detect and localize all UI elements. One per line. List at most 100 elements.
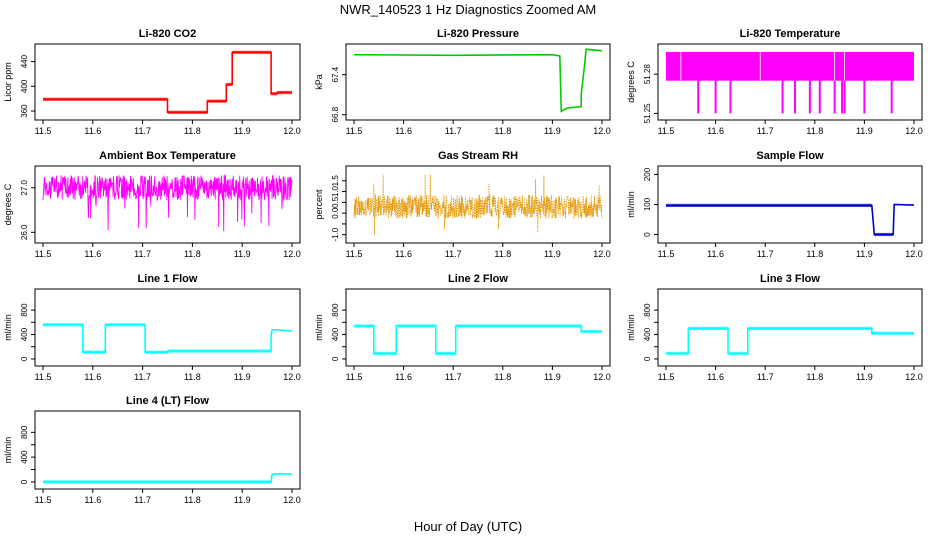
x-tick-label: 12.0	[283, 126, 301, 136]
plot-frame	[657, 288, 923, 367]
y-axis-label: ml/min	[314, 314, 324, 341]
y-axis-label: ml/min	[626, 191, 636, 218]
series-noise	[43, 97, 168, 101]
x-tick-label: 11.6	[84, 372, 101, 382]
x-tick-label: 11.5	[35, 249, 52, 259]
x-tick-label: 11.8	[494, 249, 511, 259]
x-tick-label: 11.9	[234, 372, 251, 382]
y-tick-label: 0.5	[331, 196, 340, 208]
y-tick-label: 51.28	[643, 64, 652, 85]
plot-frame	[34, 43, 301, 121]
plot-frame	[657, 43, 923, 121]
x-tick-label: 11.9	[856, 249, 873, 259]
x-tick-label: 11.5	[658, 372, 675, 382]
x-tick-label: 11.5	[346, 372, 363, 382]
series-noise	[455, 324, 582, 328]
series-line	[43, 51, 292, 114]
panel-title: Line 4 (LT) Flow	[126, 395, 209, 407]
series-noise	[666, 203, 872, 207]
x-tick-label: 11.8	[806, 126, 823, 136]
x-tick-label: 11.5	[346, 126, 363, 136]
chart-panel-line3: Line 3 Flow ml/min 11.5 11.6 11.7 11.8 11.9 12.…	[626, 273, 923, 382]
y-tick-label: 800	[643, 303, 652, 317]
x-tick-label: 11.9	[234, 495, 251, 505]
x-tick-label: 11.6	[395, 249, 412, 259]
plot-frame	[345, 43, 611, 121]
x-tick-label: 11.9	[544, 372, 561, 382]
x-tick-label: 11.5	[658, 249, 675, 259]
plot-frame	[34, 165, 301, 244]
x-tick-label: 11.6	[395, 372, 412, 382]
x-tick-label: 11.6	[707, 126, 724, 136]
x-tick-label: 11.5	[658, 126, 675, 136]
chart-panel-sample_flow: Sample Flow ml/min 11.5 11.6 11.7 11.8 11.9 12.…	[626, 150, 923, 259]
x-tick-label: 11.8	[494, 126, 511, 136]
x-tick-label: 11.8	[184, 372, 201, 382]
y-tick-label: 400	[20, 450, 29, 464]
y-tick-label: 66.8	[331, 106, 340, 122]
panel-title: Li-820 Temperature	[740, 28, 841, 40]
x-tick-label: 11.9	[234, 126, 251, 136]
y-tick-label: 200	[643, 167, 652, 181]
series-noise	[232, 50, 272, 54]
y-tick-label: 0	[331, 356, 340, 361]
x-tick-label: 12.0	[905, 249, 923, 259]
y-tick-label: 0	[20, 356, 29, 361]
series-noise	[271, 92, 278, 96]
series-noise	[396, 324, 436, 328]
y-tick-label: -1.0	[331, 227, 340, 241]
y-axis-label: degrees C	[3, 183, 13, 225]
panel-title: Sample Flow	[756, 150, 824, 162]
y-tick-label: 51.25	[643, 103, 652, 124]
panel-title: Line 1 Flow	[138, 273, 198, 285]
series-noise	[354, 324, 374, 328]
x-tick-label: 11.6	[707, 372, 724, 382]
y-tick-label: 26.0	[20, 224, 29, 240]
x-tick-label: 11.8	[806, 249, 823, 259]
x-tick-label: 11.6	[84, 126, 101, 136]
y-axis-label: kPa	[314, 74, 324, 90]
x-tick-label: 11.6	[707, 249, 724, 259]
y-tick-label: 0	[643, 232, 652, 237]
x-tick-label: 11.7	[445, 249, 462, 259]
y-tick-label: 1.5	[331, 175, 340, 187]
panel-title: Gas Stream RH	[438, 150, 518, 162]
y-tick-label: 67.4	[331, 66, 340, 82]
series-noise	[728, 351, 748, 356]
plot-frame	[345, 288, 611, 367]
y-tick-label: 800	[331, 303, 340, 317]
chart-panel-co2: Li-820 CO2 Licor ppm 11.5 11.6 11.7 11.8 11.9 1…	[3, 28, 301, 136]
y-tick-label: 400	[20, 327, 29, 341]
x-tick-label: 11.9	[856, 372, 873, 382]
series-noise	[435, 351, 456, 356]
series-noise	[43, 323, 83, 327]
x-tick-label: 12.0	[593, 126, 611, 136]
series-noise	[666, 351, 689, 356]
x-tick-label: 11.7	[757, 372, 774, 382]
y-axis-label: ml/min	[3, 437, 13, 464]
series-noise	[207, 99, 227, 103]
x-tick-label: 11.6	[84, 249, 101, 259]
series-points	[353, 174, 603, 235]
x-tick-label: 11.8	[494, 372, 511, 382]
x-tick-label: 11.9	[544, 126, 561, 136]
x-tick-label: 11.6	[84, 495, 101, 505]
x-tick-label: 11.7	[134, 249, 151, 259]
x-tick-label: 11.5	[346, 249, 363, 259]
x-tick-label: 11.7	[445, 126, 462, 136]
series-noise	[145, 350, 168, 354]
chart-panel-pressure: Li-820 Pressure kPa 11.5 11.6 11.7 11.8 11.9 12…	[314, 28, 611, 136]
chart-panel-line2: Line 2 Flow ml/min 11.5 11.6 11.7 11.8 11.9 12.…	[314, 273, 611, 382]
y-axis-label: ml/min	[3, 314, 13, 341]
figure-xlabel: Hour of Day (UTC)	[414, 519, 522, 534]
series-noise	[226, 82, 233, 87]
series-noise	[105, 323, 146, 327]
series-noise	[277, 90, 292, 95]
y-tick-label: 800	[20, 425, 29, 439]
chart-panel-box_temp: Ambient Box Temperature degrees C 11.5 11.6…	[3, 150, 301, 259]
y-tick-label: 400	[331, 327, 340, 341]
chart-panel-line4: Line 4 (LT) Flow ml/min 11.5 11.6 11.7 11.8 11…	[3, 395, 301, 505]
y-tick-label: 360	[20, 104, 29, 118]
x-tick-label: 12.0	[905, 372, 923, 382]
